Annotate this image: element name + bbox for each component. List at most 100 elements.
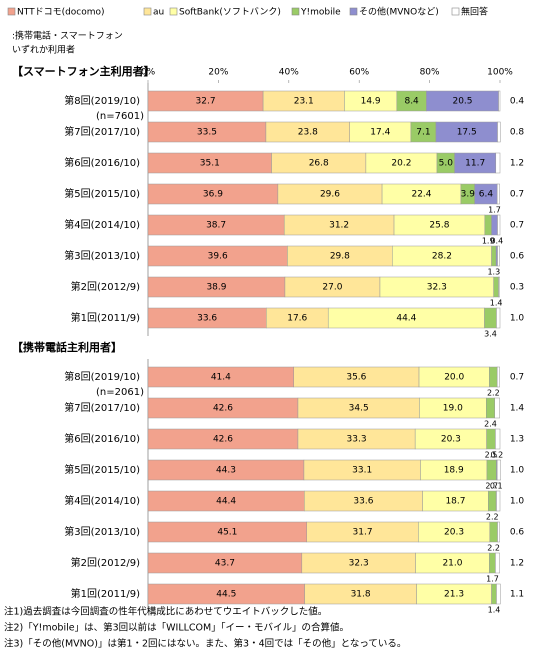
value-label: 32.3: [427, 283, 447, 293]
value-label: 44.4: [216, 497, 236, 507]
footnote: 注1)過去調査は今回調査の性年代構成比にあわせてウエイトバックした値。: [4, 606, 327, 618]
value-label: 35.6: [346, 373, 366, 383]
section-title: 【スマートフォン主利用者】: [12, 64, 155, 78]
value-label: 43.7: [215, 559, 235, 569]
value-label: 36.9: [203, 190, 223, 200]
x-tick-label: 20%: [208, 68, 228, 78]
value-label: 1.7: [486, 575, 499, 584]
sample-size: (n=2061): [96, 387, 144, 398]
value-label: 8.4: [404, 97, 419, 107]
value-label: 2.4: [484, 420, 497, 429]
value-label: 44.3: [216, 466, 236, 476]
value-label: 2.2: [487, 389, 500, 398]
legend-swatch: [170, 8, 177, 15]
category-label: 第1回(2011/9): [71, 311, 140, 324]
bar-segment: [489, 367, 497, 387]
bar-segment: [495, 429, 500, 449]
value-label: 1.2: [510, 559, 524, 569]
value-label: 32.7: [196, 97, 216, 107]
x-tick-label: 80%: [420, 68, 440, 78]
bar-segment: [495, 553, 499, 573]
value-label: 21.0: [442, 559, 462, 569]
value-label: 1.2: [510, 159, 524, 169]
value-label: 23.8: [298, 128, 318, 138]
bar-segment: [496, 491, 500, 511]
value-label: 31.2: [329, 221, 349, 231]
value-label: 17.6: [287, 314, 307, 324]
bar-segment: [489, 553, 495, 573]
category-label: 第4回(2014/10): [64, 218, 140, 231]
value-label: 18.9: [444, 466, 464, 476]
value-label: 44.4: [396, 314, 416, 324]
value-label: 0.6: [510, 528, 525, 538]
bar-segment: [492, 584, 497, 604]
bar-segment: [490, 522, 498, 542]
value-label: 25.8: [429, 221, 449, 231]
value-label: 33.6: [353, 497, 373, 507]
legend-label: au: [153, 8, 164, 18]
category-label: 第8回(2019/10): [64, 94, 140, 107]
category-label: 第8回(2019/10): [64, 370, 140, 383]
value-label: 1.4: [490, 299, 503, 308]
value-label: 3.9: [461, 190, 476, 200]
bar-segment: [492, 246, 497, 266]
value-label: 21.3: [444, 590, 464, 600]
value-label: 0.2: [490, 451, 503, 460]
value-label: 1.4: [510, 404, 525, 414]
value-label: 0.6: [510, 252, 525, 262]
legend-label: Y!mobile: [300, 8, 341, 18]
value-label: 23.1: [294, 97, 314, 107]
category-label: 第3回(2013/10): [64, 249, 140, 262]
bar-segment: [485, 215, 492, 235]
legend-swatch: [452, 8, 459, 15]
bar-segment: [498, 246, 500, 266]
category-label: 第6回(2016/10): [64, 156, 140, 169]
value-label: 0.7: [510, 190, 524, 200]
value-label: 33.5: [197, 128, 217, 138]
value-label: 29.8: [330, 252, 350, 262]
bar-segment: [497, 367, 499, 387]
value-label: 0.7: [510, 221, 524, 231]
value-label: 26.8: [309, 159, 329, 169]
value-label: 1.7: [488, 206, 501, 215]
value-label: 20.3: [444, 528, 464, 538]
bar-segment: [499, 277, 500, 297]
value-label: 14.9: [361, 97, 381, 107]
value-label: 33.1: [352, 466, 372, 476]
legend-swatch: [8, 8, 15, 15]
value-label: 33.3: [347, 435, 367, 445]
value-label: 31.7: [353, 528, 373, 538]
category-label: 第2回(2012/9): [71, 556, 140, 569]
value-label: 20.3: [441, 435, 461, 445]
value-label: 0.7: [510, 373, 524, 383]
sample-size: (n=7601): [96, 111, 144, 122]
legend-label: NTTドコモ(docomo): [17, 8, 105, 18]
category-label: 第6回(2016/10): [64, 432, 140, 445]
value-label: 0.1: [490, 482, 503, 491]
x-tick-label: 40%: [279, 68, 299, 78]
legend-label: その他(MVNOなど): [359, 6, 439, 18]
value-label: 1.4: [488, 606, 501, 615]
legend-label: 無回答: [461, 6, 488, 18]
bar-segment: [487, 429, 496, 449]
value-label: 6.4: [479, 190, 494, 200]
bar-segment: [487, 460, 497, 480]
value-label: 41.4: [211, 373, 231, 383]
value-label: 33.6: [197, 314, 217, 324]
bar-segment: [498, 215, 500, 235]
value-label: 1.3: [487, 268, 500, 277]
legend-swatch: [144, 8, 151, 15]
bar-segment: [498, 122, 501, 142]
value-label: 39.6: [208, 252, 228, 262]
value-label: 31.8: [351, 590, 371, 600]
value-label: 38.9: [206, 283, 226, 293]
value-label: 28.2: [432, 252, 452, 262]
value-label: 17.5: [457, 128, 477, 138]
bar-segment: [496, 584, 500, 604]
category-label: 第1回(2011/9): [71, 587, 140, 600]
bar-segment: [485, 308, 497, 328]
value-label: 2.2: [486, 513, 499, 522]
legend-swatch: [292, 8, 299, 15]
value-label: 1.3: [510, 435, 524, 445]
